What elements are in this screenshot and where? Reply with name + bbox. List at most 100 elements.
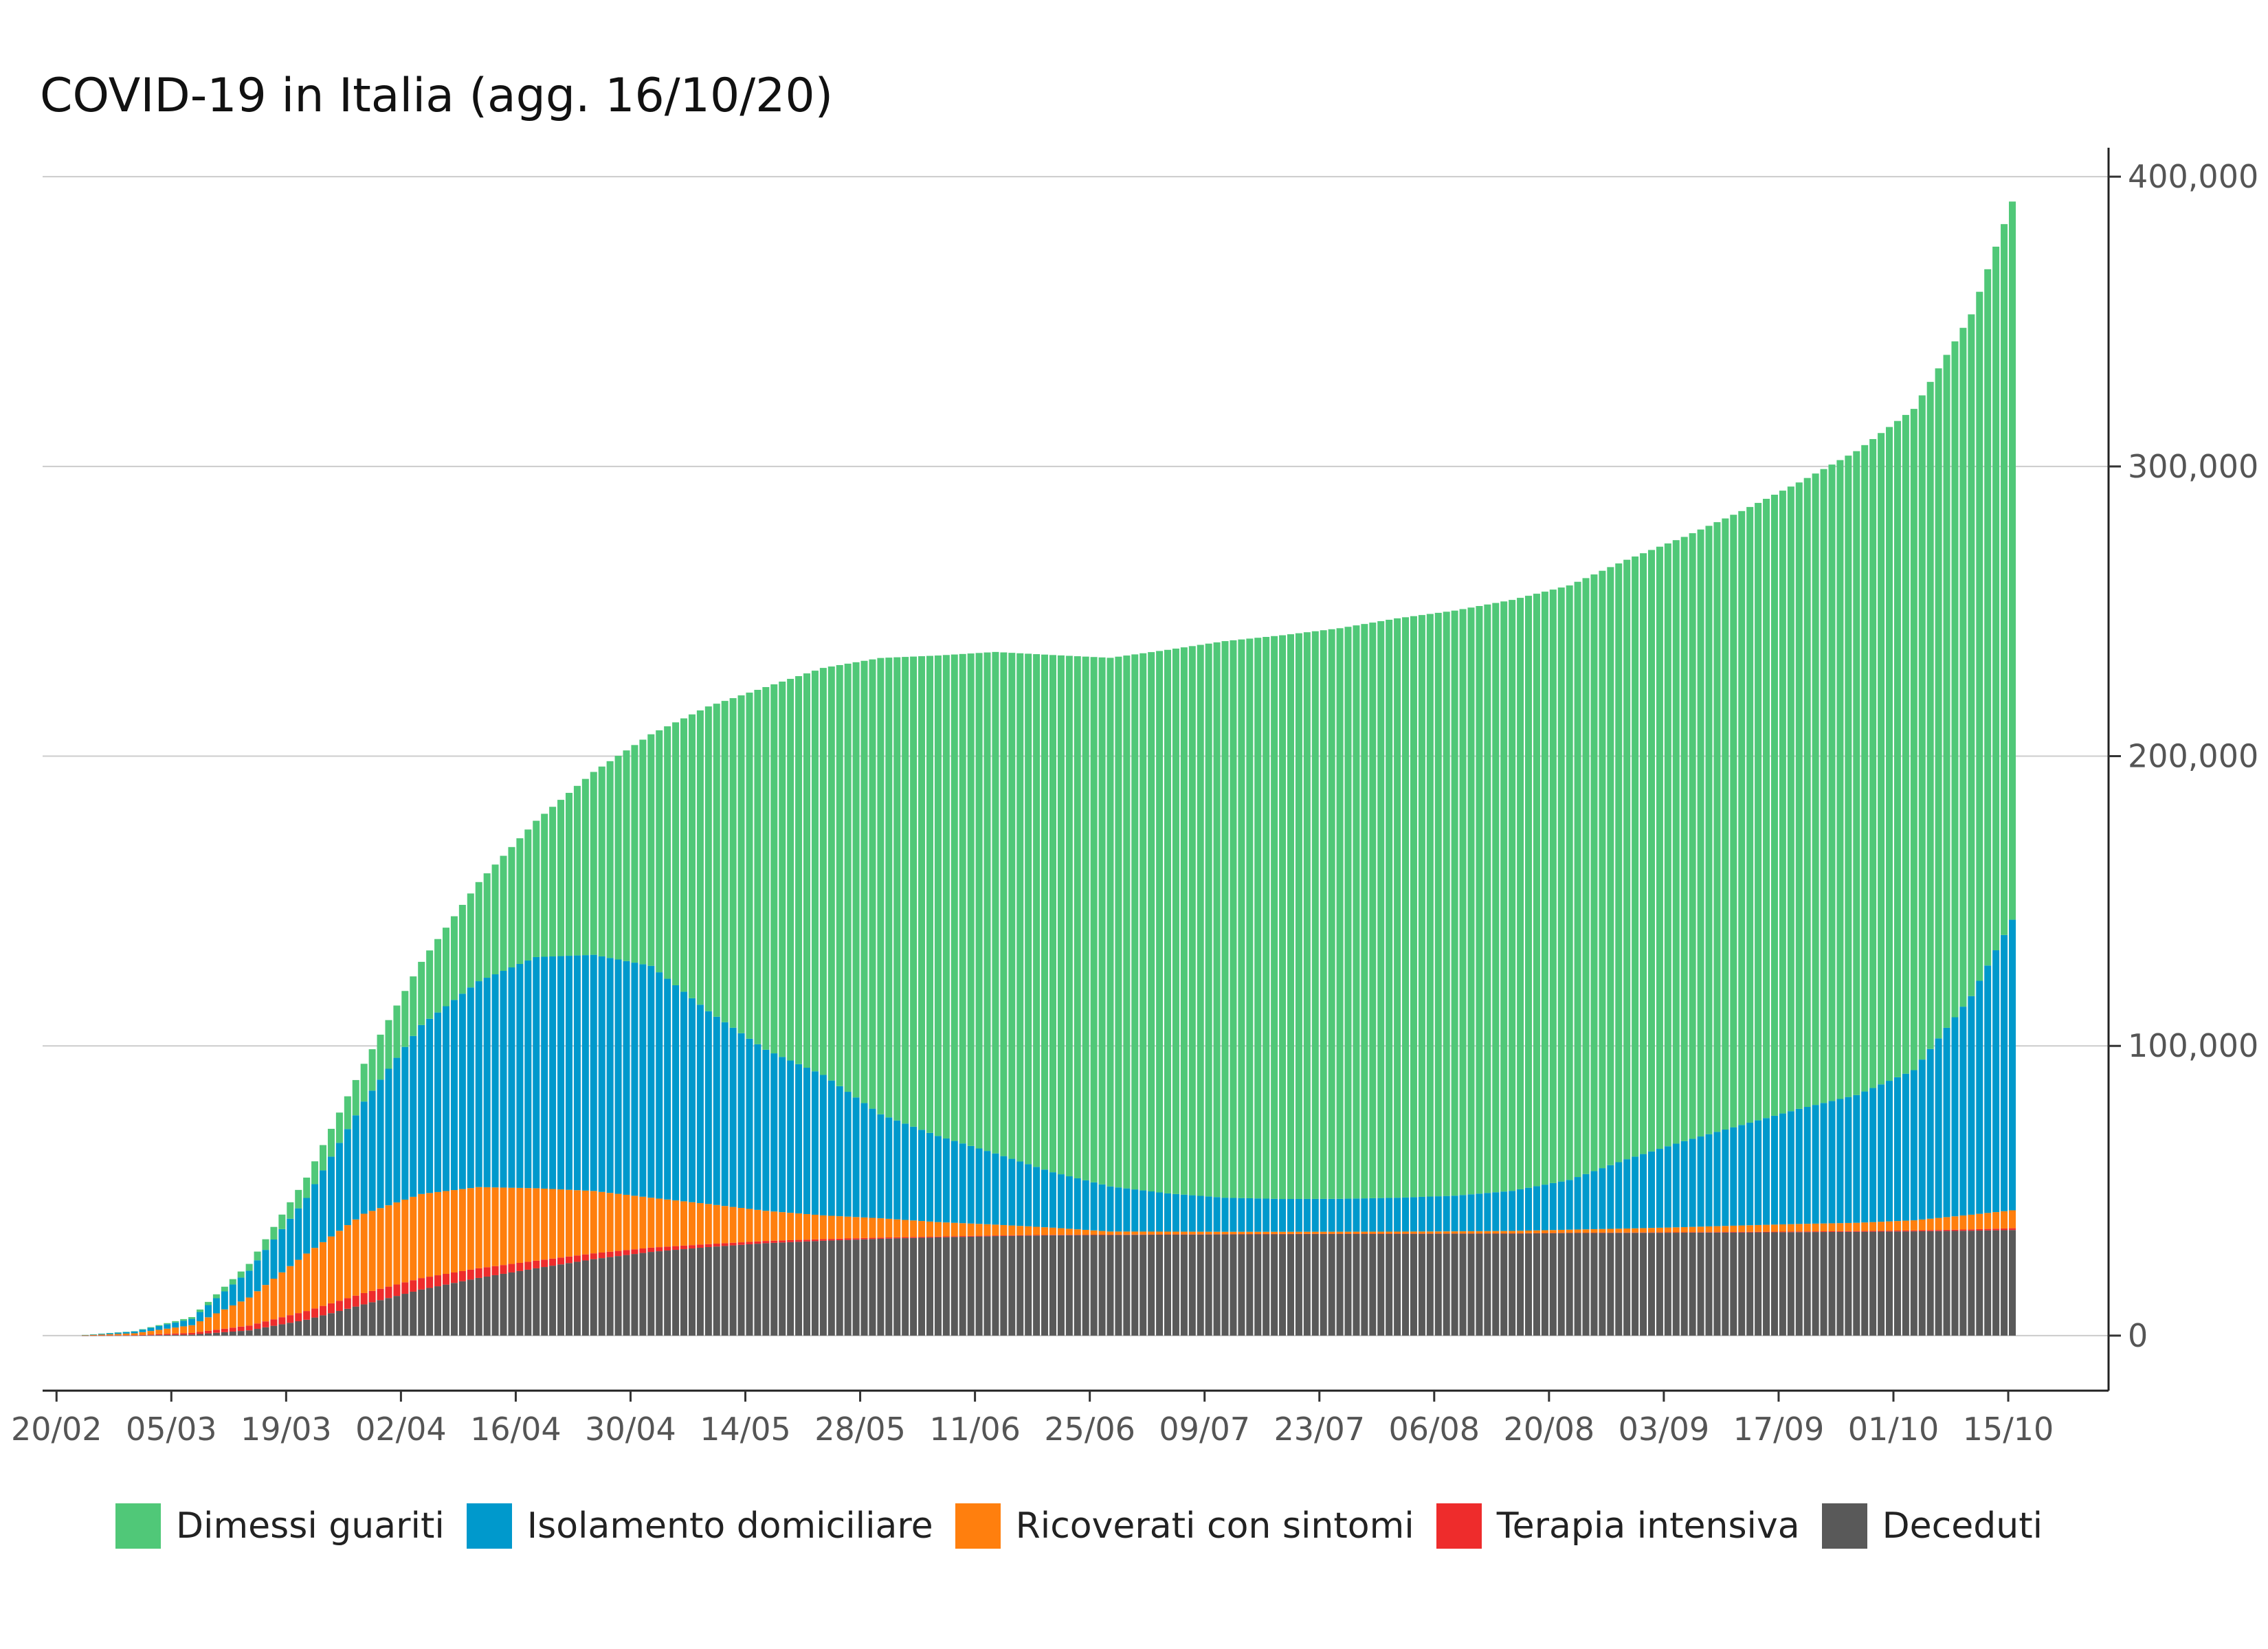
bar-segment: [131, 1333, 138, 1336]
bar-segment: [1311, 1233, 1319, 1336]
bar-segment: [1582, 578, 1590, 1174]
bar-segment: [1328, 1231, 1335, 1234]
bar-segment: [819, 1239, 827, 1241]
bar-segment: [360, 1064, 368, 1102]
bar-segment: [606, 1257, 614, 1336]
bar-segment: [1615, 1162, 1623, 1229]
bar-segment: [1263, 636, 1270, 1199]
bar-segment: [303, 1198, 311, 1254]
bar-segment: [639, 739, 647, 965]
bar-segment: [303, 1311, 311, 1320]
bar-segment: [787, 1239, 794, 1242]
bar-segment: [377, 1300, 384, 1336]
bar-segment: [877, 658, 885, 1114]
bar-segment: [1041, 654, 1049, 1170]
bar-segment: [1509, 1231, 1516, 1234]
bar-segment: [1992, 1230, 2000, 1336]
bar-segment: [1803, 1224, 1811, 1232]
bar-segment: [516, 1270, 524, 1336]
bar-segment: [1353, 625, 1360, 1199]
bar-segment: [1344, 627, 1352, 1199]
bar-segment: [869, 1239, 876, 1336]
bar-segment: [983, 1224, 991, 1236]
bar-segment: [581, 778, 589, 956]
bar-segment: [180, 1321, 188, 1327]
bar-segment: [1311, 1198, 1319, 1232]
x-tick-label: 25/06: [1044, 1411, 1135, 1448]
x-tick-label: 30/04: [585, 1411, 676, 1448]
bar-segment: [139, 1330, 146, 1332]
bar-segment: [221, 1286, 228, 1292]
bar-segment: [967, 1235, 975, 1237]
bar-segment: [1680, 537, 1688, 1141]
bar-segment: [1779, 1231, 1786, 1233]
bar-segment: [1910, 1220, 1917, 1231]
bar-segment: [327, 1156, 335, 1237]
bar-segment: [172, 1334, 179, 1336]
bar-segment: [303, 1319, 311, 1336]
bar-segment: [696, 710, 704, 1005]
bar-segment: [508, 1272, 515, 1336]
bar-segment: [335, 1301, 343, 1312]
bar-segment: [1156, 1234, 1164, 1336]
bar-segment: [1164, 1234, 1172, 1336]
bar-segment: [1213, 1234, 1221, 1336]
bar-segment: [352, 1306, 359, 1336]
bar-segment: [1878, 433, 1885, 1085]
bar-segment: [1557, 1181, 1565, 1230]
bar-segment: [1287, 1231, 1294, 1234]
bar-segment: [270, 1325, 278, 1336]
bar-segment: [434, 1191, 442, 1276]
bar-segment: [320, 1305, 327, 1316]
bar-segment: [1386, 1233, 1393, 1336]
bar-segment: [147, 1334, 155, 1336]
bar-segment: [335, 1311, 343, 1336]
bar-segment: [1377, 1231, 1385, 1234]
bar-segment: [598, 956, 605, 1192]
bar-segment: [713, 1246, 720, 1336]
bar-segment: [942, 1237, 950, 1336]
bar-segment: [139, 1332, 146, 1335]
bar-segment: [270, 1319, 278, 1326]
bar-segment: [1107, 658, 1114, 1187]
bar-segment: [1156, 651, 1164, 1193]
bar-segment: [1672, 540, 1680, 1144]
bar-segment: [869, 1237, 876, 1239]
bar-segment: [434, 1286, 442, 1336]
bar-segment: [1820, 1103, 1827, 1224]
bar-segment: [1443, 1196, 1450, 1232]
bar-segment: [1697, 1226, 1704, 1233]
bar-segment: [1910, 409, 1917, 1070]
bar-segment: [1361, 624, 1368, 1199]
bar-segment: [1049, 1172, 1056, 1228]
bar-segment: [992, 651, 999, 1154]
bar-segment: [647, 965, 655, 1198]
bar-segment: [172, 1333, 179, 1335]
bar-segment: [1623, 559, 1631, 1160]
bar-segment: [1418, 1233, 1425, 1336]
bar-segment: [1115, 1231, 1122, 1235]
bar-segment: [1500, 1191, 1508, 1231]
bar-segment: [287, 1218, 294, 1266]
bar-segment: [656, 1247, 663, 1252]
bar-segment: [1557, 1229, 1565, 1233]
bar-segment: [1845, 1231, 1852, 1232]
bar-segment: [1845, 1097, 1852, 1223]
bar-segment: [1763, 1232, 1770, 1336]
x-tick-label: 03/09: [1619, 1411, 1710, 1448]
bar-segment: [1033, 1226, 1041, 1235]
bar-segment: [1197, 1196, 1204, 1232]
bar-segment: [197, 1332, 204, 1334]
bar-segment: [418, 1289, 425, 1336]
bar-segment: [1263, 1231, 1270, 1234]
bar-segment: [1287, 634, 1294, 1200]
bar-segment: [262, 1239, 269, 1250]
bar-segment: [516, 963, 524, 1188]
bar-segment: [647, 1252, 655, 1336]
bar-segment: [877, 1237, 885, 1239]
bar-segment: [1697, 529, 1704, 1137]
bar-segment: [1016, 1235, 1024, 1336]
bar-segment: [770, 1053, 778, 1212]
bar-segment: [1090, 1182, 1098, 1231]
bar-segment: [1697, 1136, 1704, 1227]
